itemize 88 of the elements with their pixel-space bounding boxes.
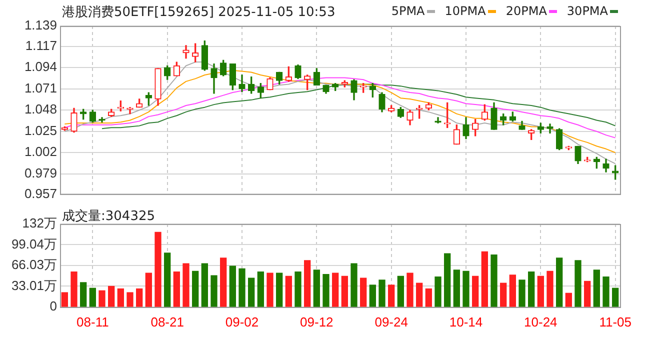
x-tick-label: 08-21	[150, 314, 184, 330]
bar	[266, 272, 274, 307]
bar	[350, 263, 358, 307]
y-tick-label: 66.03万	[11, 257, 57, 272]
bar	[294, 271, 302, 307]
bar	[360, 278, 367, 307]
chart-title: 港股消费50ETF[159265] 2025-11-05 10:53	[62, 4, 336, 21]
bar	[490, 254, 498, 307]
bar	[518, 280, 526, 307]
bar	[313, 270, 320, 307]
bar	[528, 271, 535, 307]
bar	[126, 292, 134, 307]
bar	[108, 286, 115, 307]
bar	[173, 271, 180, 307]
y-tick-label: 1.071	[24, 80, 57, 96]
bar	[154, 232, 162, 307]
bar	[378, 280, 386, 307]
bar	[192, 270, 199, 307]
bar	[500, 282, 507, 307]
bar	[369, 284, 376, 307]
bar	[472, 276, 479, 307]
y-tick-label: 99.04万	[11, 236, 57, 252]
bar	[612, 288, 619, 307]
bar	[201, 263, 208, 307]
x-tick-label: 10-24	[524, 314, 558, 330]
y-tick-label: 1.094	[24, 59, 57, 74]
bar	[80, 282, 87, 307]
y-tick-label: 0.979	[24, 165, 57, 180]
bar	[257, 271, 264, 307]
bar	[537, 276, 544, 307]
legend-label: 10PMA	[444, 4, 487, 18]
bar	[285, 276, 292, 307]
x-tick-label: 09-12	[300, 314, 334, 330]
y-tick-label: 1.002	[24, 144, 57, 160]
bar	[481, 251, 488, 307]
bar	[388, 284, 395, 307]
bar	[89, 288, 96, 307]
bar	[546, 270, 554, 307]
bar	[98, 290, 106, 307]
bar	[164, 252, 171, 307]
bar	[406, 272, 414, 307]
bar	[70, 271, 78, 307]
bar	[117, 288, 124, 307]
bar	[416, 282, 423, 307]
bar	[238, 268, 246, 307]
y-tick-label: 1.025	[24, 122, 57, 138]
bar	[145, 272, 152, 307]
legend-label: 20PMA	[506, 4, 548, 18]
bar	[453, 270, 460, 307]
bar	[210, 275, 218, 307]
legend-label: 5PMA	[391, 4, 426, 18]
legend-label: 30PMA	[566, 4, 609, 18]
y-tick-label: 132万	[22, 216, 57, 231]
bar	[425, 288, 432, 307]
bar	[229, 266, 236, 307]
bar	[602, 276, 610, 307]
bar	[220, 258, 227, 307]
bar	[556, 258, 563, 307]
bar	[341, 276, 348, 307]
x-tick-label: 11-05	[599, 314, 632, 330]
bar	[434, 276, 442, 307]
bar	[61, 292, 68, 307]
x-tick-label: 09-02	[225, 314, 259, 330]
bar	[593, 270, 600, 307]
bar	[574, 260, 582, 307]
y-tick-label: 33.01万	[11, 278, 57, 293]
y-tick-label: 0	[50, 298, 57, 314]
x-tick-label: 08-11	[76, 314, 109, 330]
y-tick-label: 1.048	[24, 102, 57, 117]
bar	[136, 288, 143, 307]
bar	[276, 272, 283, 307]
x-tick-label: 10-14	[449, 314, 483, 330]
bar	[397, 276, 404, 307]
bar	[462, 270, 470, 307]
bar	[304, 260, 311, 307]
bar	[444, 253, 451, 307]
bar	[509, 274, 516, 307]
y-tick-label: 0.957	[24, 186, 57, 201]
bar	[248, 278, 255, 307]
y-tick-label: 1.117	[25, 38, 57, 53]
bar	[322, 274, 330, 307]
bar	[182, 263, 190, 307]
bar	[332, 272, 339, 307]
chart-title: 成交量:304325	[62, 208, 156, 225]
x-tick-label: 09-24	[374, 314, 408, 330]
bar	[584, 280, 591, 307]
y-tick-label: 1.139	[24, 18, 57, 33]
bar	[565, 292, 572, 307]
